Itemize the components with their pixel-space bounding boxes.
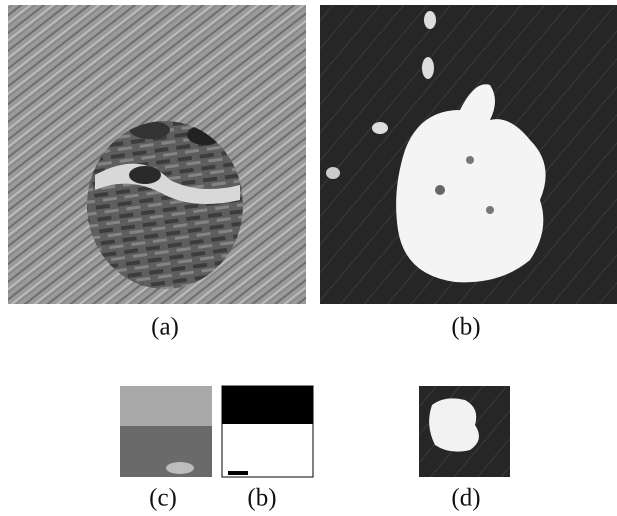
caption: (b)	[247, 485, 276, 512]
caption: (a)	[151, 314, 179, 341]
panel-b-image	[320, 5, 617, 304]
panel-d-image	[419, 386, 510, 477]
panel-b-mask	[222, 386, 313, 477]
caption: (b)	[451, 314, 480, 341]
panel-a-image	[8, 5, 306, 304]
caption: (c)	[149, 485, 177, 512]
panel-c-image	[120, 386, 212, 477]
figure: (a) (b) (c) (b) (d)	[0, 0, 617, 516]
caption: (d)	[451, 485, 480, 512]
